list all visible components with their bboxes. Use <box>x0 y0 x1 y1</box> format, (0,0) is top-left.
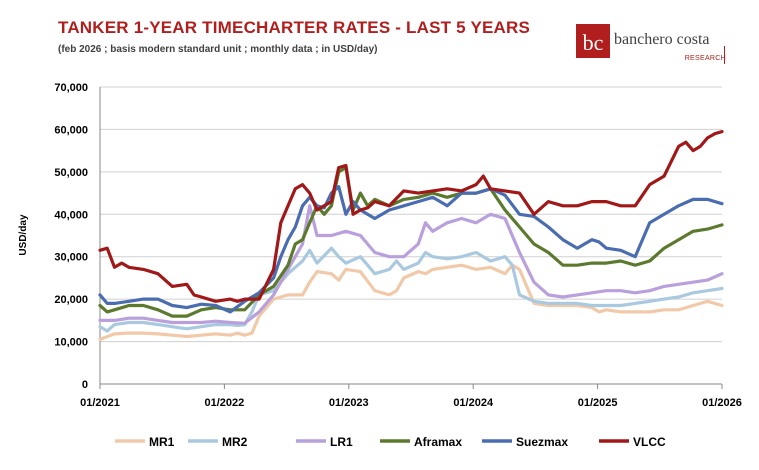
y-tick-label: 10,000 <box>54 337 88 349</box>
legend-label-mr2: MR2 <box>222 435 248 449</box>
legend-label-aframax: Aframax <box>414 435 462 449</box>
legend-label-suezmax: Suezmax <box>516 435 568 449</box>
logo-tagline: RESEARCH <box>684 55 726 62</box>
x-tick-labels: 01/2021 01/2022 01/2023 01/2024 01/2025 01/20… <box>80 384 742 409</box>
chart-axes <box>99 87 722 385</box>
banchero-costa-logo: bc banchero costa RESEARCH <box>574 18 744 70</box>
y-tick-label: 30,000 <box>54 252 88 264</box>
x-tick-label: 01/2023 <box>329 397 369 409</box>
y-tick-label: 50,000 <box>54 167 88 179</box>
chart-title: TANKER 1-YEAR TIMECHARTER RATES - LAST 5… <box>58 18 531 37</box>
y-tick-label: 40,000 <box>54 209 88 221</box>
series-line-mr1 <box>98 263 724 341</box>
x-tick-label: 01/2024 <box>453 397 494 409</box>
legend-label-mr1: MR1 <box>149 435 175 449</box>
y-tick-labels: 0 10,000 20,000 30,000 40,000 50,000 60,000 70,… <box>54 82 88 391</box>
x-tick-label: 01/2021 <box>80 397 120 409</box>
svg-text:bc: bc <box>583 30 604 55</box>
y-tick-label: 60,000 <box>54 124 88 136</box>
bc-monogram-icon: bc <box>576 24 610 58</box>
legend-label-vlcc: VLCC <box>633 435 666 449</box>
y-tick-label: 0 <box>82 379 88 391</box>
x-tick-label: 01/2026 <box>702 397 742 409</box>
series-lines <box>98 130 724 341</box>
series-line-aframax <box>98 166 724 318</box>
y-tick-label: 70,000 <box>54 82 88 94</box>
x-tick-label: 01/2022 <box>205 397 245 409</box>
series-line-lr1 <box>98 204 724 325</box>
series-line-vlcc <box>98 130 724 303</box>
series-line-suezmax <box>98 185 724 314</box>
y-axis-label: USD/day <box>18 214 29 256</box>
chart-legend: MR1 MR2 LR1 Aframax Suezmax VLCC <box>115 435 666 449</box>
logo-name: banchero costa <box>614 31 710 48</box>
x-tick-label: 01/2025 <box>578 397 618 409</box>
logo-divider <box>724 46 725 64</box>
chart-subtitle: (feb 2026 ; basis modern standard unit ;… <box>58 44 378 55</box>
y-tick-label: 20,000 <box>54 294 88 306</box>
series-line-mr2 <box>98 246 724 333</box>
legend-label-lr1: LR1 <box>330 435 353 449</box>
